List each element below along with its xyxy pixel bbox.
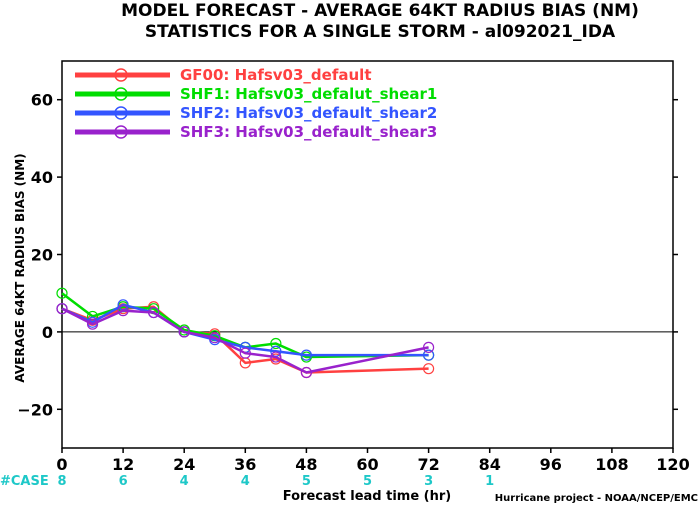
x-tick-label: 60 xyxy=(356,455,378,474)
series-point-4 xyxy=(209,332,221,344)
x-axis-label: Forecast lead time (hr) xyxy=(283,489,451,504)
chart-subtitle: STATISTICS FOR A SINGLE STORM - al092021… xyxy=(145,22,616,42)
x-tick-label: 48 xyxy=(295,455,317,474)
case-count: 4 xyxy=(241,474,250,489)
y-axis-label: AVERAGE 64KT RADIUS BIAS (NM) xyxy=(13,153,27,382)
y-tick-label: 40 xyxy=(31,168,53,187)
credit-text: Hurricane project - NOAA/NCEP/EMC xyxy=(495,493,698,504)
series-point-3 xyxy=(423,349,435,361)
legend-marker-2 xyxy=(114,87,128,101)
legend-marker-4 xyxy=(114,125,128,139)
case-count: 8 xyxy=(57,474,66,489)
legend-marker-1 xyxy=(114,68,128,82)
series-line-1 xyxy=(61,305,429,374)
series-point-4 xyxy=(239,347,251,359)
case-count: 5 xyxy=(363,474,372,489)
x-tick-label: 120 xyxy=(656,455,689,474)
legend-label-4: SHF3: Hafsv03_default_shear3 xyxy=(180,123,437,141)
case-count: 3 xyxy=(424,474,433,489)
case-count: 5 xyxy=(302,474,311,489)
x-tick-label: 24 xyxy=(173,455,195,474)
legend-label-2: SHF1: Hafsv03_defalut_shear1 xyxy=(180,85,437,103)
legend-marker-3 xyxy=(114,106,128,120)
chart-title: MODEL FORECAST - AVERAGE 64KT RADIUS BIA… xyxy=(121,1,639,21)
y-tick-label: 0 xyxy=(42,323,53,342)
series-point-4 xyxy=(148,306,160,319)
case-count: 1 xyxy=(485,474,494,489)
case-count: 6 xyxy=(119,474,128,489)
plot-area: −20 0 20 40 60 0 12 24 36 48 60 72 84 96 108 120 8 6 4 4 5 5 3… xyxy=(17,60,690,489)
y-tick-label: 60 xyxy=(31,91,53,110)
series-point-4 xyxy=(178,326,190,338)
x-tick-label: 84 xyxy=(479,455,501,474)
series-line-4 xyxy=(61,307,429,374)
series-point-4 xyxy=(56,303,68,315)
series-point-4 xyxy=(423,341,435,353)
x-tick-label: 36 xyxy=(234,455,256,474)
y-tick-label: 20 xyxy=(31,246,53,265)
x-tick-label: 0 xyxy=(56,455,67,474)
series-point-4 xyxy=(117,305,129,317)
series-point-3 xyxy=(300,349,312,361)
series-point-1 xyxy=(423,363,435,375)
series-point-4 xyxy=(300,366,312,379)
x-tick-label: 96 xyxy=(540,455,562,474)
series-line-2 xyxy=(61,292,429,359)
series-point-4 xyxy=(86,318,99,330)
series-point-4 xyxy=(270,351,282,363)
series-point-2 xyxy=(270,337,282,350)
legend-label-3: SHF2: Hafsv03_default_shear2 xyxy=(180,104,437,122)
legend-label-1: GF00: Hafsv03_default xyxy=(180,66,371,84)
x-tick-label: 108 xyxy=(595,455,628,474)
y-tick-label: −20 xyxy=(17,400,53,419)
case-label: #CASE xyxy=(0,474,49,489)
x-tick-label: 72 xyxy=(417,455,439,474)
series-point-2 xyxy=(56,287,68,299)
case-count: 4 xyxy=(180,474,189,489)
x-tick-label: 12 xyxy=(112,455,134,474)
